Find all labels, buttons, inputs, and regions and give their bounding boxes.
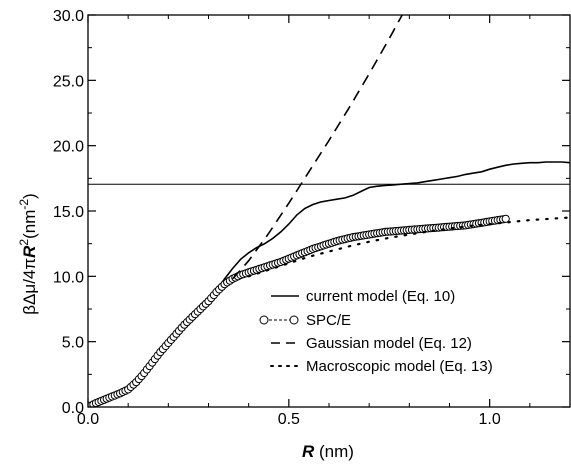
- y-axis-title-unit-open: (nm: [20, 210, 39, 239]
- legend-label: current model (Eq. 10): [306, 288, 455, 305]
- legend-label: Gaussian model (Eq. 12): [306, 335, 472, 352]
- legend-label: Macroscopic model (Eq. 13): [306, 358, 493, 375]
- x-tick-label: 1.0: [479, 411, 501, 428]
- legend: current model (Eq. 10) SPC/E Gaussian mo…: [259, 288, 493, 375]
- x-axis-title-unit: (nm): [314, 442, 354, 461]
- y-tick-label: 30.0: [53, 8, 84, 25]
- y-axis-title-sup: 2: [17, 239, 31, 246]
- data-point: [501, 214, 510, 223]
- y-axis-title: βΔμ/4πR2(nm-2): [17, 193, 39, 314]
- y-tick-label: 5.0: [62, 335, 84, 352]
- x-axis-title: R (nm): [302, 442, 354, 461]
- legend-swatch-circle: [289, 315, 299, 325]
- y-axis-title-unit-close: ): [20, 193, 39, 199]
- y-tick-label: 15.0: [53, 204, 84, 221]
- series-3: [247, 216, 570, 278]
- legend-entry-gaussian: Gaussian model (Eq. 12): [271, 335, 472, 352]
- y-axis-title-var: R: [20, 245, 39, 258]
- x-axis-title-var: R: [302, 442, 315, 461]
- x-tick-label: 0.0: [77, 411, 99, 428]
- y-tick-label: 25.0: [53, 73, 84, 90]
- legend-entry-current-model: current model (Eq. 10): [271, 288, 455, 305]
- legend-swatch-circle: [259, 315, 269, 325]
- y-axis-title-unit-sup: -2: [17, 199, 31, 210]
- tick-layer: 0.0 5.0 10.0 15.0 20.0 25.0 30.0 0.0 0.5 1.0: [53, 8, 570, 428]
- series-1: [88, 214, 510, 407]
- legend-entry-spce: SPC/E: [259, 312, 351, 329]
- y-tick-label: 0.0: [62, 400, 84, 417]
- legend-label: SPC/E: [306, 312, 351, 329]
- y-tick-label: 10.0: [53, 269, 84, 286]
- y-axis-title-prefix: βΔμ/4π: [20, 258, 39, 315]
- series-line: [232, 15, 404, 280]
- legend-entry-macroscopic: Macroscopic model (Eq. 13): [270, 358, 493, 375]
- series-line: [247, 216, 570, 278]
- y-tick-label: 20.0: [53, 139, 84, 156]
- x-tick-label: 0.5: [278, 411, 300, 428]
- series-layer: [88, 15, 570, 407]
- series-2: [232, 15, 404, 280]
